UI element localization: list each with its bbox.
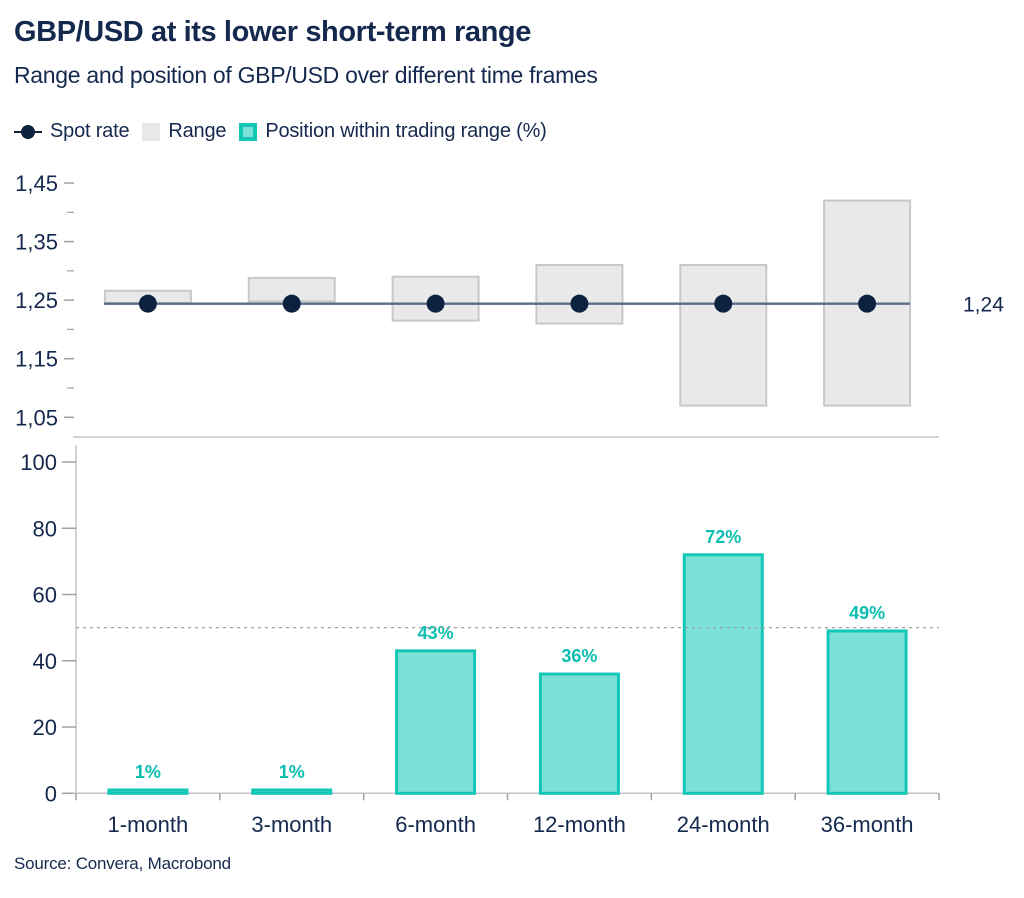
bottom-y-tick-label: 80 <box>33 516 57 541</box>
bar-value-label-24-month: 72% <box>705 527 741 547</box>
range-box-12-month <box>535 264 624 325</box>
bar-value-label-3-month: 1% <box>279 762 305 782</box>
top-y-tick-label: 1,25 <box>15 288 58 313</box>
legend-label-position: Position within trading range (%) <box>265 120 547 142</box>
bottom-y-tick-label: 60 <box>33 583 57 608</box>
x-category-label-1-month: 1-month <box>108 812 189 837</box>
legend-item-spot-rate: Spot rate <box>14 120 130 143</box>
position-bar-6-month <box>395 649 477 795</box>
legend-label-range: Range <box>168 120 227 142</box>
bottom-y-tick-label: 100 <box>20 450 57 475</box>
top-y-tick-label: 1,05 <box>15 405 58 430</box>
spot-rate-marker-icon <box>14 124 42 139</box>
spot-rate-dot-24-month <box>714 294 733 313</box>
spot-rate-end-label: 1,24 <box>963 294 1004 317</box>
legend-item-range: Range <box>142 120 227 143</box>
position-bar-24-month <box>682 553 764 795</box>
x-category-label-6-month: 6-month <box>395 812 476 837</box>
top-y-tick-label: 1,15 <box>15 347 58 372</box>
bottom-y-tick-label: 40 <box>33 649 57 674</box>
legend-label-spot-rate: Spot rate <box>50 120 130 142</box>
x-category-label-24-month: 24-month <box>677 812 770 837</box>
legend: Spot rate Range Position within trading … <box>14 120 547 143</box>
bar-value-label-36-month: 49% <box>849 603 885 623</box>
position-bar-36-month <box>826 629 908 795</box>
range-box-24-month <box>679 264 768 407</box>
position-swatch-icon <box>239 122 258 141</box>
spot-rate-dot-3-month <box>282 294 301 313</box>
x-category-label-36-month: 36-month <box>821 812 914 837</box>
position-bar-12-month <box>538 672 620 795</box>
position-bar-chart-panel: 0 20 40 60 80 100 1% 1% 43% 36% 72% 49% 1-month 3-mon… <box>20 445 940 837</box>
bar-value-label-12-month: 36% <box>561 646 597 666</box>
x-category-label-3-month: 3-month <box>251 812 332 837</box>
legend-item-position: Position within trading range (%) <box>239 120 547 143</box>
spot-rate-dot-6-month <box>426 294 445 313</box>
bar-value-label-1-month: 1% <box>135 762 161 782</box>
chart-title: GBP/USD at its lower short-term range <box>14 16 531 48</box>
chart-subtitle: Range and position of GBP/USD over diffe… <box>14 62 598 88</box>
range-swatch-icon <box>142 122 161 141</box>
bar-value-label-6-month: 43% <box>418 623 454 643</box>
range-chart-panel: 1,05 1,15 1,25 1,35 1,45 1,24 <box>15 171 1004 438</box>
x-category-label-12-month: 12-month <box>533 812 626 837</box>
source-note: Source: Convera, Macrobond <box>14 854 231 873</box>
spot-rate-dot-36-month <box>858 294 877 313</box>
top-y-tick-label: 1,45 <box>15 171 58 196</box>
spot-rate-dot-12-month <box>570 294 589 313</box>
bottom-y-tick-label: 0 <box>45 781 57 806</box>
position-bar-3-month <box>251 788 333 795</box>
bottom-y-tick-label: 20 <box>33 715 57 740</box>
position-bar-1-month <box>107 788 189 795</box>
top-y-tick-label: 1,35 <box>15 230 58 255</box>
spot-rate-dot-1-month <box>138 294 157 313</box>
